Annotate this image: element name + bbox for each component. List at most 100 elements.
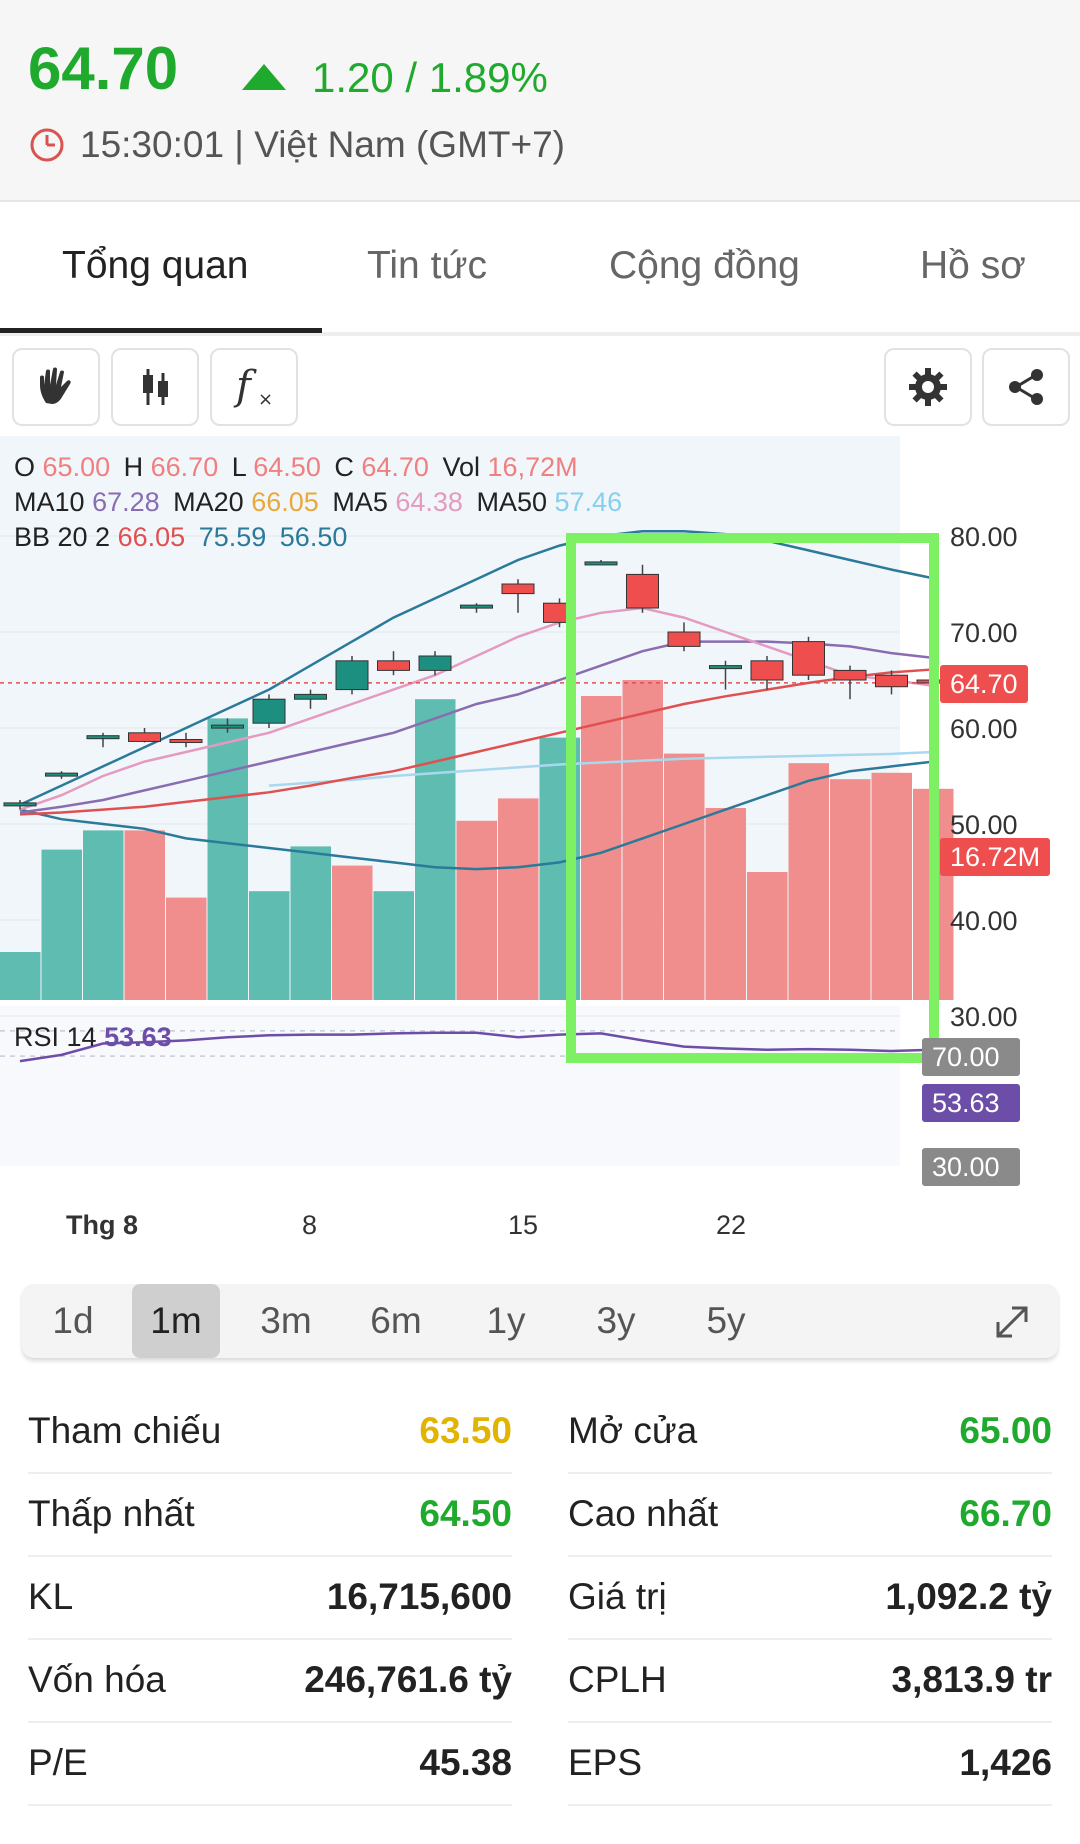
candle-body (128, 732, 161, 742)
indicators-button[interactable]: f × (210, 348, 298, 426)
candle-body (211, 724, 244, 729)
rsi-lower-badge: 30.00 (922, 1148, 1020, 1186)
stat-label: KL (28, 1576, 74, 1617)
volume-bar (124, 830, 165, 1000)
volume-bar (41, 849, 82, 1000)
ma-legend: MA10 67.28 MA20 66.05 MA5 64.38 MA50 57.… (14, 487, 628, 518)
open-value: 65.00 (42, 452, 111, 482)
tab-news[interactable]: Tin tức (367, 244, 488, 287)
volume-label: Vol (442, 452, 481, 482)
stat-label: Mở cửa (568, 1410, 698, 1451)
stat-value: 64.50 (419, 1493, 512, 1534)
bb-lower-value: 56.50 (279, 522, 348, 552)
range-5y-button[interactable]: 5y (706, 1300, 746, 1341)
range-1d-button[interactable]: 1d (52, 1300, 94, 1341)
rsi-value-badge: 53.63 (922, 1084, 1020, 1122)
ma10-line (19, 640, 934, 814)
stat-reference-price: Tham chiếu 63.50 (28, 1390, 512, 1474)
stat-value: 63.50 (419, 1410, 512, 1451)
ma10-label: MA10 (14, 487, 85, 517)
price-chart[interactable] (0, 436, 1080, 1196)
volume-bar (705, 808, 746, 1000)
fullscreen-button[interactable] (990, 1300, 1034, 1344)
volume-bar (249, 891, 290, 1000)
active-tab-indicator (0, 328, 322, 333)
stat-label: Tham chiếu (28, 1410, 222, 1451)
bb-upper-line (19, 529, 934, 806)
candle-body (3, 802, 37, 807)
rsi-label: RSI 14 (14, 1022, 97, 1052)
candle-body (792, 641, 825, 676)
stat-pe: P/E 45.38 (28, 1722, 512, 1806)
stat-value: 246,761.6 tỷ (304, 1659, 512, 1700)
stat-market-cap: Vốn hóa 246,761.6 tỷ (28, 1639, 512, 1723)
settings-button[interactable] (884, 348, 972, 426)
share-button[interactable] (982, 348, 1070, 426)
up-arrow-icon (242, 64, 286, 90)
candle-body (460, 604, 493, 609)
volume-bar (166, 897, 207, 1000)
volume-bar (415, 699, 456, 1000)
ma5-line (19, 606, 934, 811)
chart-type-button[interactable] (111, 348, 199, 426)
hand-tool-button[interactable] (12, 348, 100, 426)
stat-value: 3,813.9 tr (891, 1659, 1052, 1700)
range-1m-button[interactable]: 1m (132, 1284, 220, 1358)
volume-bar (830, 779, 871, 1000)
volume-bar (373, 891, 414, 1000)
current-price-badge: 64.70 (940, 665, 1028, 703)
bb-upper-value: 75.59 (198, 522, 267, 552)
rsi-legend: RSI 14 53.63 (14, 1022, 178, 1053)
volume-bar (290, 846, 331, 1000)
range-6m-button[interactable]: 6m (370, 1300, 422, 1341)
stat-open: Mở cửa 65.00 (568, 1390, 1052, 1474)
function-icon: f × (233, 363, 273, 410)
svg-text:×: × (258, 389, 273, 410)
candle-body (86, 735, 120, 740)
candle-body (875, 674, 908, 688)
stat-label: Giá trị (568, 1576, 667, 1617)
low-value: 64.50 (253, 452, 321, 482)
volume-bar (622, 680, 663, 1000)
candle-body (626, 573, 659, 609)
tab-bar: Tổng quan Tin tức Cộng đồng Hồ sơ (0, 202, 1080, 336)
tab-profile[interactable]: Hồ sơ (920, 244, 1026, 287)
volume-bar (207, 718, 248, 1000)
range-3m-button[interactable]: 3m (260, 1300, 312, 1341)
close-value: 64.70 (361, 452, 429, 482)
range-selector: 1d 1m 3m 6m 1y 3y 5y (22, 1284, 1058, 1358)
ma20-line (19, 668, 934, 816)
range-1y-button[interactable]: 1y (486, 1300, 526, 1341)
rsi-line (19, 1031, 934, 1063)
volume-bar (83, 830, 124, 1000)
candle-body (501, 583, 535, 595)
range-3y-button[interactable]: 3y (596, 1300, 636, 1341)
chart-canvas[interactable] (0, 436, 1080, 1196)
candle-body (45, 772, 78, 777)
tab-overview[interactable]: Tổng quan (62, 244, 249, 287)
ma5-label: MA5 (332, 487, 388, 517)
y-tick-label: 40.00 (950, 906, 1018, 936)
volume-bar (664, 753, 705, 1000)
highlight-box (566, 533, 939, 1063)
volume-bar (747, 872, 788, 1000)
rsi-upper-badge: 70.00 (922, 1038, 1020, 1076)
tab-community[interactable]: Cộng đồng (609, 244, 800, 287)
candle-body (709, 665, 742, 670)
expand-icon (996, 1306, 1028, 1338)
volume-bar (498, 798, 539, 1000)
chart-toolbar: f × (0, 336, 1080, 436)
hand-icon (40, 367, 71, 404)
y-tick-label: 60.00 (950, 714, 1018, 744)
svg-text:f: f (233, 363, 257, 409)
ohlc-legend: O 65.00 H 66.70 L 64.50 C 64.70 Vol 16,7… (14, 452, 584, 483)
stat-eps: EPS 1,426 (568, 1722, 1052, 1806)
stat-label: Cao nhất (568, 1493, 719, 1534)
volume-badge: 16.72M (940, 838, 1051, 876)
x-tick-label: 8 (302, 1210, 318, 1240)
stat-value: 1,426 (959, 1742, 1052, 1783)
rsi-value: 53.63 (104, 1022, 172, 1052)
timestamp: 15:30:01 | Việt Nam (GMT+7) (80, 124, 565, 165)
candle-body (294, 693, 327, 700)
timestamp-row: 15:30:01 | Việt Nam (GMT+7) (28, 124, 565, 166)
